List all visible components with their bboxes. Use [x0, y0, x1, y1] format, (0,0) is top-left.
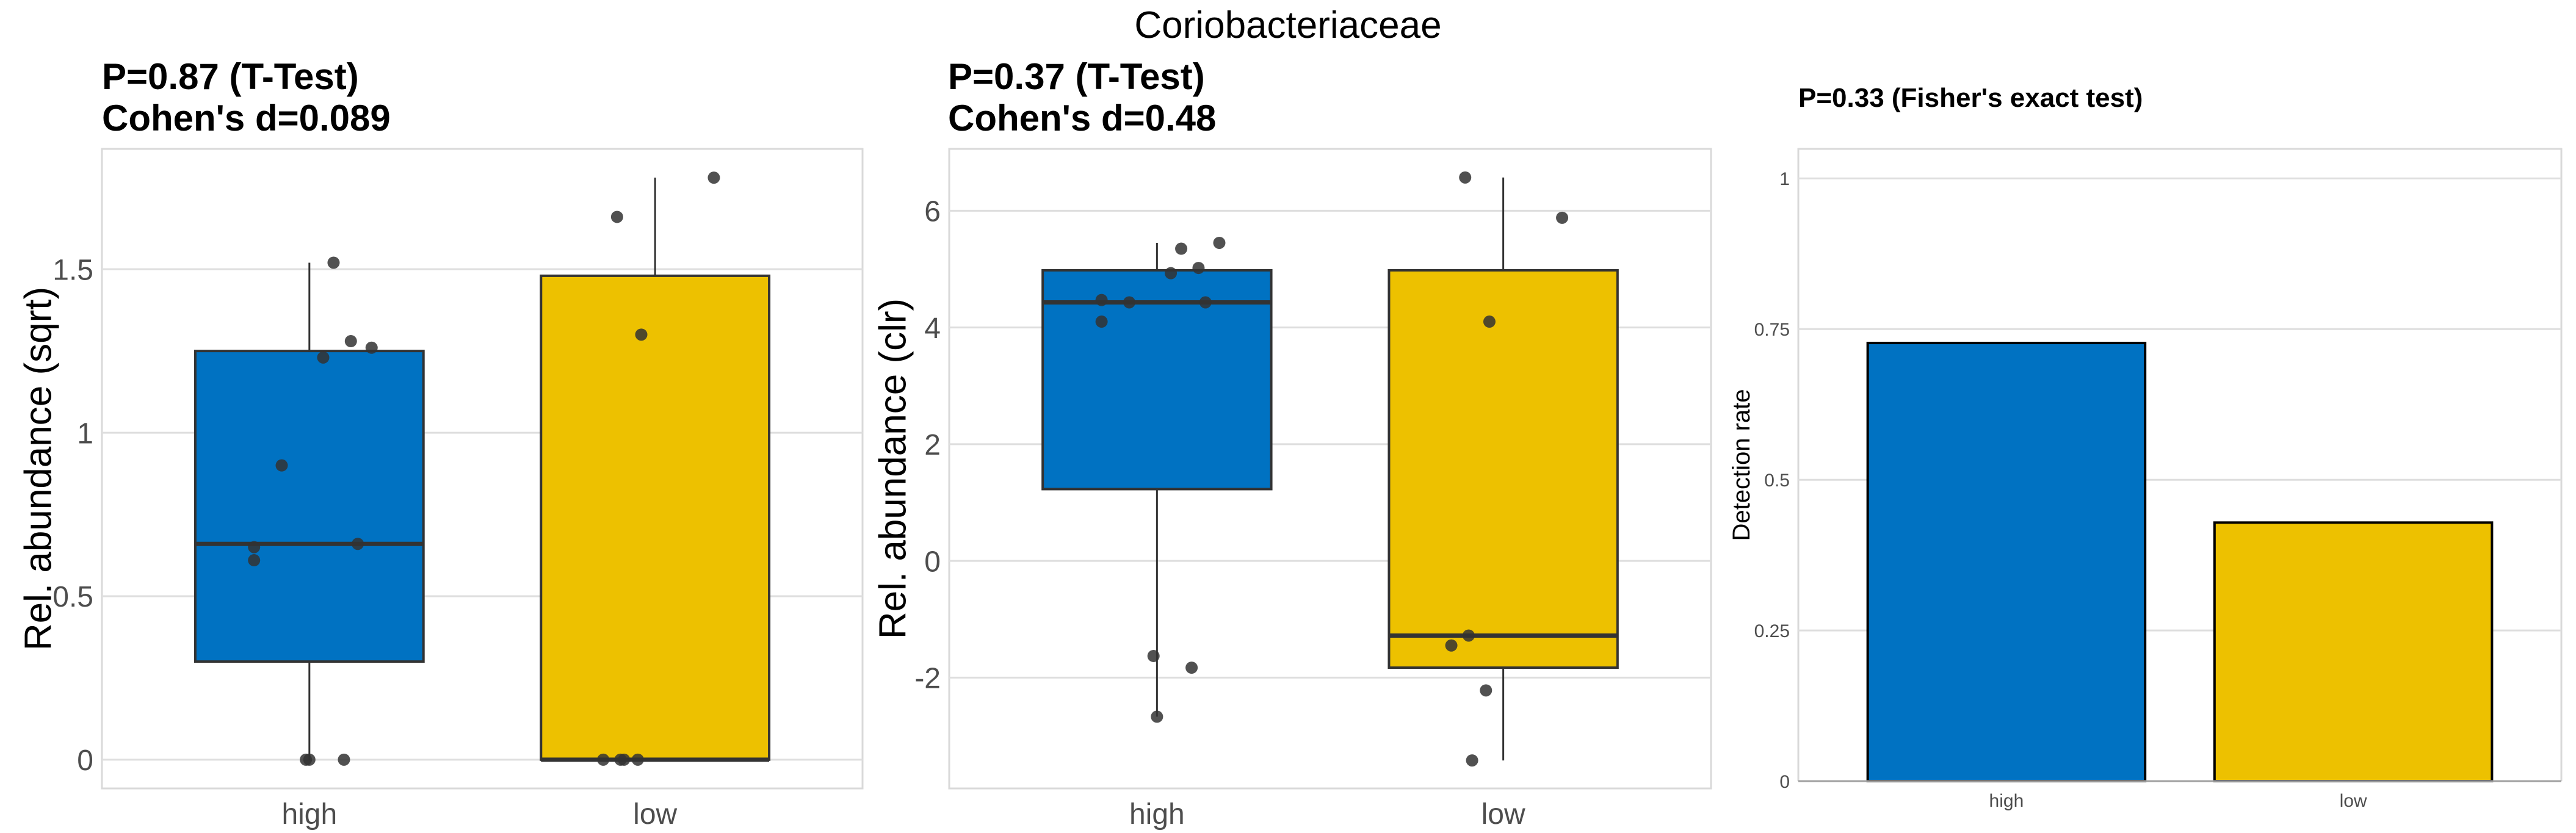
panel-title-line: P=0.33 (Fisher's exact test) [1798, 83, 2143, 113]
panel-1: P=0.87 (T-Test)Cohen's d=0.089 0 0.5 1 1.5Re… [18, 56, 864, 831]
x-tick-label: high [1989, 791, 2024, 811]
data-point [631, 753, 644, 766]
data-point [1480, 684, 1492, 697]
y-tick-label: -2 [914, 663, 941, 695]
data-point [1466, 754, 1478, 767]
data-point [707, 171, 720, 184]
data-point [352, 538, 364, 550]
data-point [365, 341, 378, 354]
bar-high [1866, 342, 2147, 782]
data-point [317, 351, 330, 364]
y-tick-label: 4 [924, 312, 941, 345]
x-tick-label: high [1129, 798, 1185, 830]
data-point [1175, 242, 1188, 255]
y-tick-label: 1 [1779, 169, 1790, 189]
y-tick-label: 2 [924, 429, 941, 461]
data-point [1123, 296, 1135, 309]
bar-low [2213, 521, 2494, 782]
panel-title-line: Cohen's d=0.48 [948, 98, 1216, 139]
data-point [344, 335, 357, 348]
data-point [635, 328, 648, 341]
data-point [1445, 639, 1458, 652]
y-axis-label: Detection rate [1728, 389, 1755, 541]
data-point [1192, 262, 1205, 275]
y-tick-label: 0.75 [1754, 320, 1790, 340]
y-tick-label: 6 [924, 196, 941, 228]
data-point [338, 753, 350, 766]
panel-border [101, 148, 864, 790]
panel-title-line: P=0.87 (T-Test) [102, 56, 359, 97]
y-tick-label: 0 [924, 546, 941, 578]
y-tick-label: 0 [77, 745, 93, 777]
y-tick-label: 0.5 [1764, 471, 1790, 491]
y-axis-label: Rel. abundance (clr) [872, 298, 914, 639]
x-tick-label: low [1482, 798, 1525, 830]
y-tick-label: 0.5 [52, 581, 93, 613]
data-point [618, 753, 631, 766]
box-high [194, 350, 425, 663]
y-tick-label: 1 [77, 417, 93, 450]
panel-border [1797, 148, 2563, 781]
data-point [1459, 171, 1472, 184]
panel-2: P=0.37 (T-Test)Cohen's d=0.48 -2 0 2 4 6 Rel. … [872, 56, 1712, 831]
box-low [540, 274, 771, 761]
box-high [1041, 269, 1273, 491]
data-point [1095, 294, 1108, 306]
data-point [1199, 296, 1212, 309]
panel-border [948, 148, 1712, 790]
data-point [610, 211, 623, 223]
data-point [1213, 236, 1226, 249]
data-point [1165, 267, 1178, 279]
y-tick-label: 0.25 [1754, 621, 1790, 641]
data-point [1095, 316, 1108, 328]
panel-title-line: P=0.37 (T-Test) [948, 56, 1205, 97]
data-point [275, 459, 288, 472]
data-point [597, 753, 610, 766]
panel-3: P=0.33 (Fisher's exact test) 0 0.25 0.5 0.75… [1728, 83, 2563, 811]
data-point [1483, 316, 1496, 328]
data-point [1185, 662, 1198, 674]
x-tick-label: low [633, 798, 677, 830]
data-point [248, 554, 261, 567]
data-point [248, 541, 261, 554]
x-tick-label: low [2340, 791, 2367, 811]
y-tick-label: 0 [1779, 772, 1790, 792]
data-point [1462, 629, 1475, 642]
data-point [1556, 211, 1569, 224]
y-axis-label: Rel. abundance (sqrt) [18, 287, 60, 651]
box-low [1387, 269, 1619, 669]
data-point [1151, 710, 1163, 723]
y-tick-label: 1.5 [52, 254, 93, 286]
data-point [303, 753, 316, 766]
figure-title: Coriobacteriaceae [1134, 4, 1441, 46]
x-tick-label: high [281, 798, 337, 830]
data-point [327, 256, 340, 269]
panel-title-line: Cohen's d=0.089 [102, 98, 391, 139]
data-point [1147, 649, 1160, 662]
